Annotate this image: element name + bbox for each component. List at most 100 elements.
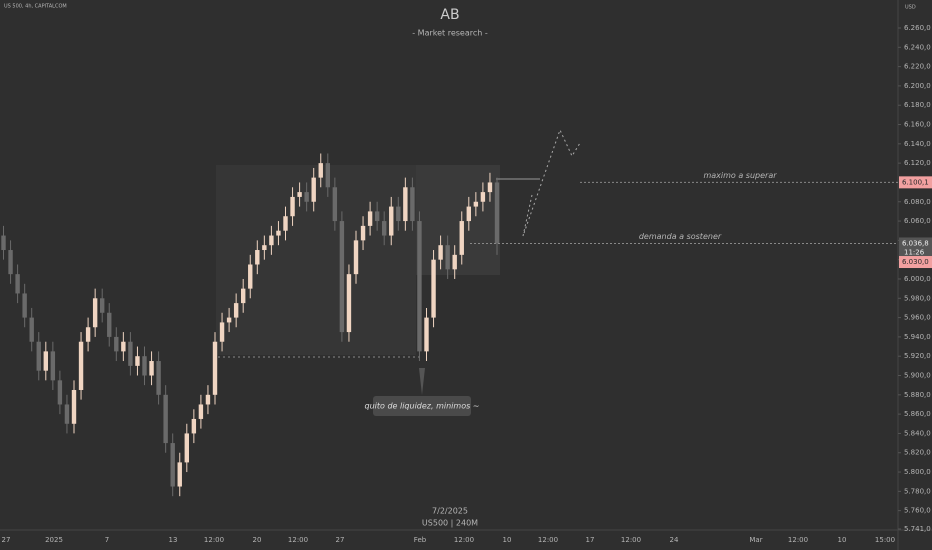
x-tick-label: 12:00 [621,536,641,544]
candle-body [255,250,260,265]
chart-subtitle: - Market research - [412,29,488,38]
candle-body [403,187,408,222]
candle-body [353,240,359,275]
candle-body [22,293,27,318]
candle-body [156,361,161,395]
candle-body [269,235,274,246]
candle-body [29,317,34,342]
candle-body [121,341,126,352]
x-tick-label: Mar [749,536,762,544]
callout-pointer [419,368,425,395]
y-tick-label: 5.800,0 [904,468,931,476]
candle-body [332,187,338,222]
countdown: 11:26 [904,248,925,256]
x-tick-label: 12:00 [204,536,224,544]
price-label: 6.036,8 [902,239,929,247]
candle-body [219,322,225,342]
y-tick-label: 6.080,0 [904,198,931,206]
candle-body [262,245,267,251]
candle-body [318,163,323,178]
candle-body [452,254,457,270]
price-label-box [899,237,932,258]
annotation: demanda a sostener [639,232,722,241]
price-label-box [899,256,932,269]
currency: USD [905,5,916,11]
candle-body [438,245,443,260]
candle-body [417,221,422,352]
y-tick-label: 5.940,0 [904,333,931,341]
candle-body [43,351,48,371]
candle-body [276,230,281,236]
candle-body [149,361,154,376]
candle-body [339,221,345,333]
zone-box [416,165,500,275]
candle-body [177,462,182,487]
x-tick-label: 2025 [45,536,63,544]
candle-body [78,341,84,390]
y-tick-label: 6.060,0 [904,217,931,225]
footer-symbol: US500 | 240M [422,519,478,528]
y-tick-label: 5.960,0 [904,314,931,322]
candle-body [346,274,352,333]
candle-body [142,356,147,376]
candle-body [311,177,316,202]
candle-body [198,404,204,419]
x-tick-label: 13 [169,536,178,544]
candle-body [205,394,211,405]
x-tick-label: 12:00 [788,536,808,544]
y-tick-label: 5.760,0 [904,507,931,515]
candle-body [114,336,119,352]
candle-body [170,443,175,487]
candle-body [92,298,98,328]
x-tick-label: 12:00 [454,536,474,544]
candle-body [191,418,197,434]
candle-body [107,312,112,337]
x-tick-label: 10 [503,536,512,544]
y-tick-label: 5.860,0 [904,410,931,418]
candle-body [163,394,168,444]
x-tick-label: 12:00 [538,536,558,544]
candle-body [128,341,133,366]
candle-body [487,182,493,193]
y-tick-label: 5.900,0 [904,372,931,380]
candle-body [325,163,330,188]
candle-body [382,221,387,236]
y-tick-label: 6.160,0 [904,121,931,129]
y-tick-label: 5.820,0 [904,449,931,457]
candle-body [226,317,232,323]
candle-body [473,201,479,207]
chart-title: AB [440,7,459,23]
x-tick-label: 10 [838,536,847,544]
candle-body [233,303,239,318]
candle-body [184,433,189,463]
y-tick-label: 6.000,0 [904,275,931,283]
y-tick-label: 5.920,0 [904,352,931,360]
x-tick-label: 27 [336,536,345,544]
y-tick-label: 5.880,0 [904,391,931,399]
x-tick-label: 24 [670,536,679,544]
candle-body [360,225,366,241]
price-label: 6.030,0 [902,258,929,266]
candle-body [241,288,246,304]
candle-body [410,187,415,222]
zone-box [216,165,416,355]
x-tick-label: 7 [105,536,109,544]
candle-body [15,274,20,294]
candle-body [480,192,486,202]
candle-body [71,389,77,424]
y-tick-label: 6.180,0 [904,101,931,109]
candle-body [135,356,140,366]
candle-body [1,235,6,251]
candle-body [424,317,429,352]
y-tick-label: 6.120,0 [904,159,931,167]
y-tick-label: 6.240,0 [904,43,931,51]
candle-body [64,404,70,424]
price-label: 6.100,1 [902,178,929,186]
candle-body [431,259,436,318]
y-tick-label: 6.200,0 [904,82,931,90]
candle-body [248,264,253,289]
candle-body [459,221,464,255]
candle-body [466,206,471,222]
y-tick-label: 6.140,0 [904,140,931,148]
